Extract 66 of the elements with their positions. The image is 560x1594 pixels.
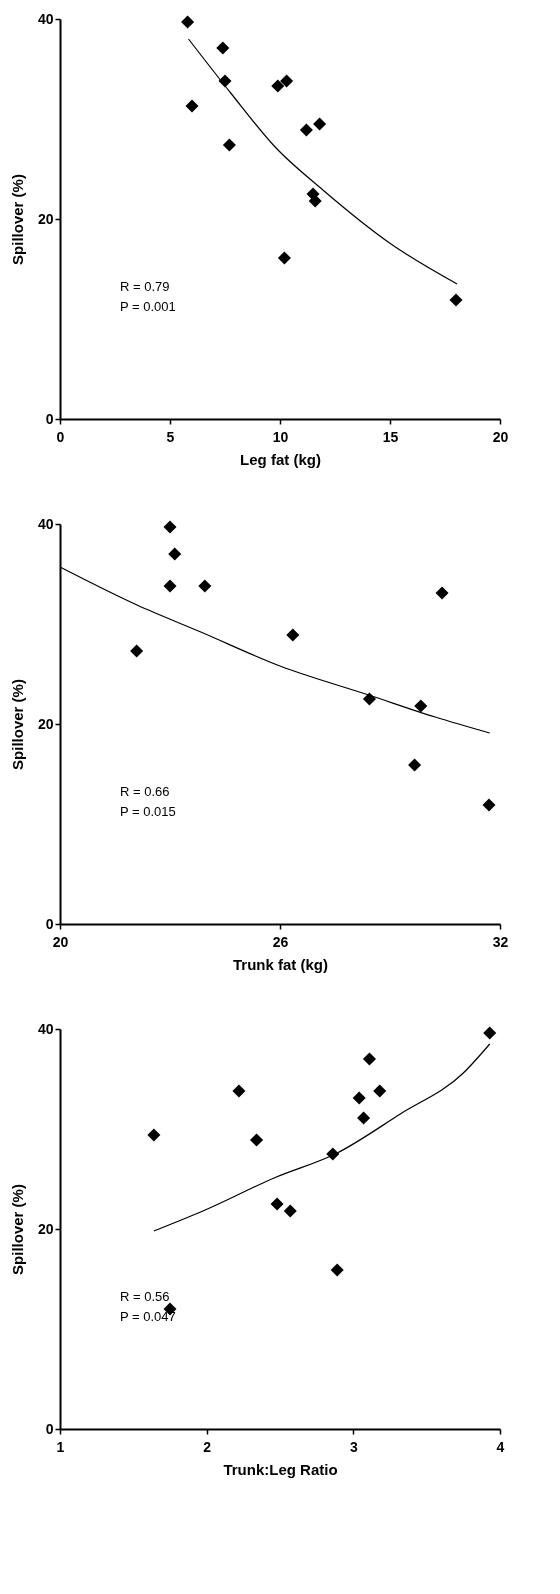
point bbox=[313, 117, 327, 131]
y-axis-title: Spillover (%) bbox=[8, 174, 26, 265]
point bbox=[198, 579, 212, 593]
x-tick-label: 5 bbox=[166, 428, 175, 445]
x-tick-label: 10 bbox=[272, 428, 289, 445]
point bbox=[277, 251, 291, 265]
x-tick-label: 20 bbox=[492, 428, 509, 445]
y-tick-label: 20 bbox=[37, 715, 54, 732]
point bbox=[271, 79, 285, 93]
x-tick-label: 26 bbox=[272, 933, 289, 950]
x-axis-title: Trunk:Leg Ratio bbox=[223, 1460, 338, 1478]
point bbox=[283, 1204, 297, 1218]
x-tick-label: 32 bbox=[492, 933, 509, 950]
y-tick-label: 40 bbox=[37, 1020, 54, 1037]
point bbox=[163, 579, 177, 593]
annotation: R = 0.66 bbox=[120, 784, 170, 799]
annotation: P = 0.047 bbox=[120, 1309, 176, 1324]
point bbox=[352, 1091, 366, 1105]
y-tick-label: 0 bbox=[45, 410, 54, 427]
annotation: P = 0.015 bbox=[120, 804, 176, 819]
x-tick-label: 2 bbox=[203, 1438, 212, 1455]
y-tick-label: 40 bbox=[37, 515, 54, 532]
annotation: P = 0.001 bbox=[120, 299, 176, 314]
x-tick-label: 1 bbox=[56, 1438, 65, 1455]
point bbox=[330, 1263, 344, 1277]
y-tick-label: 0 bbox=[45, 1420, 54, 1437]
point bbox=[362, 1052, 376, 1066]
point bbox=[482, 798, 496, 812]
point bbox=[414, 699, 428, 713]
point bbox=[222, 138, 236, 152]
x-tick-label: 3 bbox=[349, 1438, 358, 1455]
y-tick-label: 40 bbox=[37, 10, 54, 27]
point bbox=[250, 1133, 264, 1147]
x-axis-title: Trunk fat (kg) bbox=[232, 955, 329, 973]
x-tick-label: 4 bbox=[496, 1438, 505, 1455]
y-tick-label: 20 bbox=[37, 1220, 54, 1237]
point bbox=[232, 1084, 246, 1098]
annotation: R = 0.79 bbox=[120, 279, 170, 294]
annotation: R = 0.56 bbox=[120, 1289, 170, 1304]
point bbox=[168, 547, 182, 561]
point bbox=[130, 644, 144, 658]
y-tick-label: 20 bbox=[37, 210, 54, 227]
point bbox=[408, 758, 422, 772]
point bbox=[435, 586, 449, 600]
point bbox=[185, 99, 199, 113]
point bbox=[163, 520, 177, 534]
point bbox=[286, 628, 300, 642]
point bbox=[449, 293, 463, 307]
line-series bbox=[153, 1043, 491, 1232]
point bbox=[181, 15, 195, 29]
point bbox=[373, 1084, 387, 1098]
point bbox=[147, 1128, 161, 1142]
y-axis-title: Spillover (%) bbox=[8, 1184, 26, 1275]
x-tick-label: 15 bbox=[382, 428, 399, 445]
point bbox=[483, 1026, 497, 1040]
point bbox=[308, 194, 322, 208]
x-axis-title: Leg fat (kg) bbox=[240, 450, 321, 468]
y-tick-label: 0 bbox=[45, 915, 54, 932]
y-axis-title: Spillover (%) bbox=[8, 679, 26, 770]
point bbox=[270, 1197, 284, 1211]
point bbox=[299, 123, 313, 137]
line-series bbox=[187, 38, 458, 285]
point bbox=[216, 41, 230, 55]
x-tick-label: 0 bbox=[56, 428, 65, 445]
point bbox=[357, 1111, 371, 1125]
point bbox=[280, 74, 294, 88]
